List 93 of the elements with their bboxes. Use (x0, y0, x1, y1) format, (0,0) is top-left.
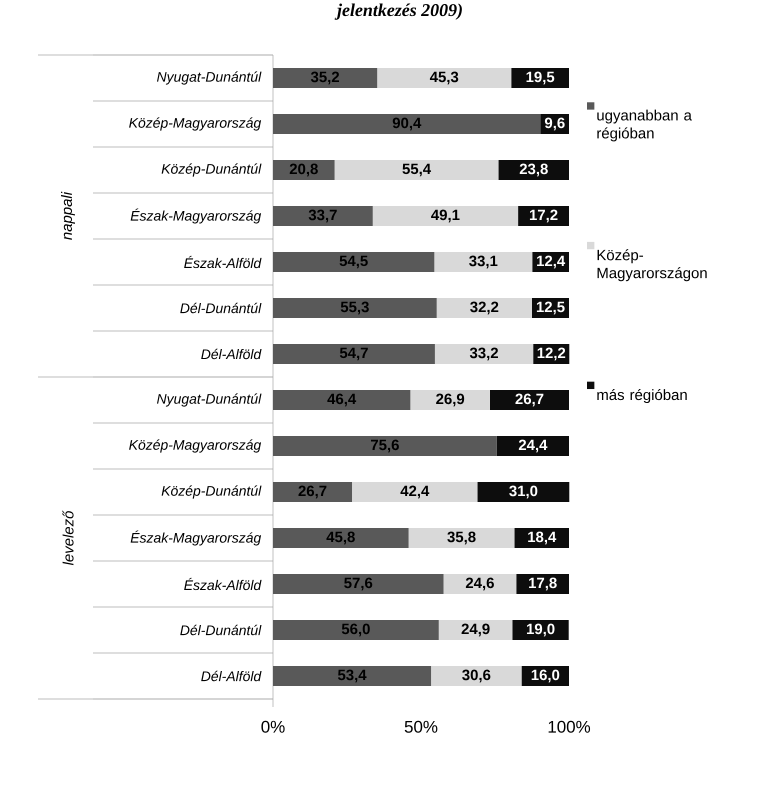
legend-label: Közép-Magyarországon (598, 249, 707, 282)
bar (443, 574, 516, 594)
data-label: 17,8 (529, 578, 557, 590)
data-label: 42,4 (400, 486, 430, 498)
data-label: 54,7 (340, 348, 368, 360)
bar (273, 344, 435, 364)
y-tick-label: Dél-Alföld (201, 670, 262, 682)
data-label: 32,2 (470, 302, 498, 314)
data-label: 46,4 (327, 394, 356, 406)
text: nappali (61, 192, 75, 240)
bar (273, 574, 444, 594)
bar (352, 482, 478, 502)
data-label: 45,3 (430, 72, 458, 84)
bar (273, 252, 434, 272)
legend-label: ugyanabban a régióban (597, 110, 692, 142)
bar (478, 482, 570, 502)
x-tick-label: 0% (261, 720, 285, 733)
data-label: 33,2 (470, 348, 498, 360)
bar (436, 298, 532, 318)
data-label: 24,6 (466, 578, 494, 590)
bar (273, 666, 432, 686)
data-label: 26,9 (436, 394, 464, 406)
bar (273, 482, 352, 502)
bar (377, 68, 512, 88)
data-label: 26,7 (515, 394, 544, 406)
data-label: 12,4 (537, 256, 566, 268)
data-label: 20,8 (290, 164, 318, 176)
bar (273, 528, 409, 548)
x-tick-label: 100% (548, 720, 590, 733)
data-label: 30,6 (462, 670, 490, 682)
data-label: 33,1 (469, 256, 498, 268)
data-label: 35,2 (310, 72, 340, 84)
data-label: 45,8 (326, 532, 355, 544)
data-label: 33,7 (308, 210, 337, 222)
bar (372, 206, 518, 226)
y-tick-label: Közép-Dunántúl (162, 163, 262, 177)
bar (496, 436, 569, 456)
bar (273, 298, 437, 318)
bar (518, 206, 569, 226)
data-label: 12,2 (538, 348, 566, 360)
data-label: 23,8 (520, 164, 548, 176)
y-tick-label: Észak-Alföld (184, 256, 262, 268)
y-tick-label: Nyugat-Dunántúl (156, 71, 262, 85)
data-label: 57,6 (344, 578, 372, 590)
y-tick-label: Észak-Magyarország (130, 208, 262, 224)
bar (273, 68, 378, 88)
bar (434, 344, 534, 364)
bar (408, 528, 515, 548)
data-label: 24,4 (518, 440, 548, 452)
text: levelező (62, 510, 74, 566)
data-label: 19,5 (526, 72, 554, 84)
bar (434, 252, 532, 272)
bar (273, 114, 541, 134)
bar (431, 666, 522, 686)
bar (490, 390, 569, 410)
data-label: 35,8 (447, 532, 476, 544)
data-label: 55,4 (402, 164, 432, 176)
data-label: 54,5 (340, 256, 368, 268)
y-tick-label: Dél-Dunántúl (180, 624, 262, 636)
data-label: 16,0 (532, 670, 560, 682)
y-tick-label: Közép-Magyarország (129, 439, 262, 453)
y-tick-label: Dél-Dunántúl (180, 302, 262, 314)
y-tick-label: Dél-Alföld (201, 348, 262, 360)
y-tick-label: Közép-Dunántúl (162, 485, 262, 499)
legend-label: más régióban (597, 388, 687, 404)
data-label: 55,3 (340, 302, 369, 314)
bar (410, 390, 490, 410)
data-label: 75,6 (370, 440, 399, 452)
bar (273, 436, 497, 456)
y-tick-label: Észak-Magyarország (130, 530, 262, 546)
data-label: 9,6 (544, 118, 565, 130)
x-tick-label: 50% (404, 720, 438, 733)
y-tick-label: Nyugat-Dunántúl (156, 393, 262, 407)
data-label: 26,7 (298, 486, 326, 498)
bar (498, 160, 569, 180)
data-label: 24,9 (462, 624, 490, 636)
data-label: 18,4 (528, 532, 556, 544)
bar (438, 620, 512, 640)
data-label: 49,1 (431, 210, 460, 222)
bar (273, 206, 373, 226)
y-tick-label: Közép-Magyarország (129, 117, 262, 131)
bar (334, 160, 499, 180)
data-label: 56,0 (342, 624, 370, 636)
data-label: 12,5 (536, 302, 565, 314)
y-tick-label: Észak-Alföld (184, 578, 262, 590)
chart-title: jelentkezés 2009) (334, 4, 462, 20)
bar (273, 390, 410, 410)
bar (273, 620, 439, 640)
data-label: 90,4 (392, 118, 422, 130)
data-label: 19,0 (526, 624, 555, 636)
data-label: 53,4 (338, 670, 366, 682)
data-label: 31,0 (509, 486, 538, 498)
data-label: 17,2 (530, 210, 558, 222)
